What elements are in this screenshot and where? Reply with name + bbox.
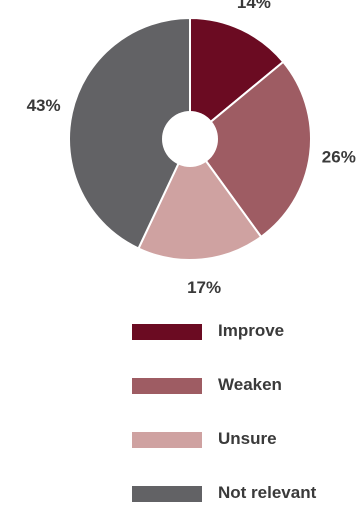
legend-swatch xyxy=(132,486,202,502)
pie-label-improve: 14% xyxy=(237,0,271,12)
pie-slice-weaken xyxy=(188,60,312,239)
pie-slices xyxy=(68,16,312,261)
legend-label: Weaken xyxy=(218,375,282,394)
pie-slice-unsure xyxy=(137,137,263,261)
legend-swatch xyxy=(132,378,202,394)
pie-labels: 14% 26% 17% 43% xyxy=(27,0,356,297)
pie-slice-improve xyxy=(189,16,285,142)
legend-label: Unsure xyxy=(218,429,277,448)
legend-item-weaken: Weaken xyxy=(132,373,352,397)
legend-swatch xyxy=(132,324,202,340)
legend-item-not-relevant: Not relevant xyxy=(132,481,352,505)
legend-label: Improve xyxy=(218,321,285,340)
legend-item-improve: Improve xyxy=(132,319,352,343)
donut-hole xyxy=(162,111,218,167)
legend-swatch xyxy=(132,432,202,448)
pie-label-not-relevant: 43% xyxy=(27,96,61,115)
pie-label-unsure: 17% xyxy=(187,278,221,297)
pie-chart: 14% 26% 17% 43% xyxy=(27,0,356,297)
pie-label-weaken: 26% xyxy=(322,147,356,166)
pie-slice-not-relevant xyxy=(68,16,191,250)
legend-label: Not relevant xyxy=(218,483,317,502)
legend-item-unsure: Unsure xyxy=(132,427,352,451)
